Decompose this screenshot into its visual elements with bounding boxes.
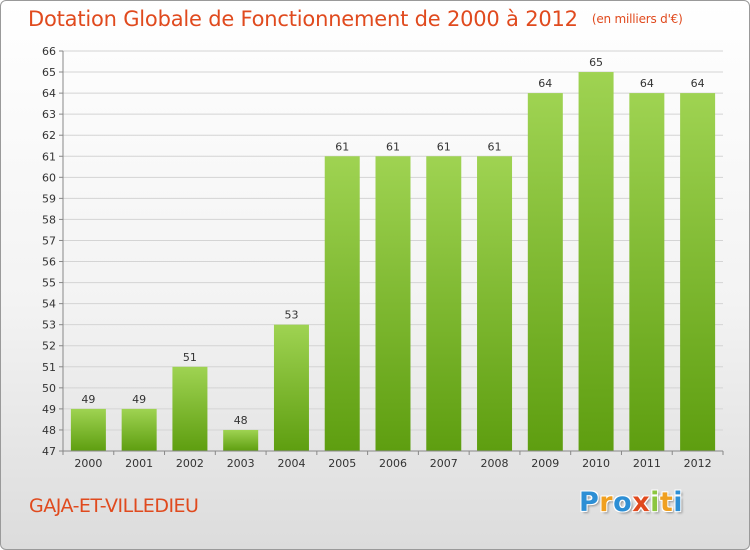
bar-value-label: 61 bbox=[335, 140, 349, 153]
x-tick-label: 2004 bbox=[277, 457, 305, 470]
bar-value-label: 61 bbox=[386, 140, 400, 153]
x-tick-label: 2011 bbox=[633, 457, 661, 470]
bars: 49 49 51 48 53 61 61 61 61 64 65 64 64 bbox=[70, 56, 716, 452]
bar bbox=[527, 93, 563, 452]
logo-letter: x bbox=[632, 487, 651, 518]
y-tick-label: 54 bbox=[42, 298, 56, 311]
x-tick-label: 2012 bbox=[684, 457, 712, 470]
commune-name: GAJA-ET-VILLEDIEU bbox=[29, 495, 199, 517]
x-tick-label: 2007 bbox=[430, 457, 458, 470]
y-tick-label: 60 bbox=[42, 171, 56, 184]
bar-value-label: 49 bbox=[81, 393, 95, 406]
y-tick-label: 47 bbox=[42, 445, 56, 458]
x-axis: 2000 2001 2002 2003 2004 2005 2006 2007 2008 2009… bbox=[62, 450, 724, 470]
y-tick-label: 66 bbox=[42, 45, 56, 58]
chart-unit: (en milliers d'€) bbox=[591, 12, 683, 26]
logo-letter: P bbox=[579, 487, 600, 518]
y-tick-label: 62 bbox=[42, 129, 56, 142]
bar-value-label: 64 bbox=[691, 77, 705, 90]
logo-letter: t bbox=[659, 487, 674, 518]
x-tick-label: 2003 bbox=[227, 457, 255, 470]
logo-letter: o bbox=[613, 487, 633, 518]
bar-value-label: 61 bbox=[437, 140, 451, 153]
y-tick-label: 65 bbox=[42, 66, 56, 79]
bar bbox=[426, 156, 462, 451]
y-axis: 47 48 49 50 51 52 53 54 55 56 57 58 59 60 61 62 63 64 65 66 bbox=[42, 45, 64, 458]
y-tick-label: 51 bbox=[42, 361, 56, 374]
logo-letter: r bbox=[599, 487, 614, 518]
bar-value-label: 49 bbox=[132, 393, 146, 406]
bar bbox=[477, 156, 513, 451]
y-tick-label: 53 bbox=[42, 319, 56, 332]
logo-letter: i bbox=[673, 487, 684, 518]
bar bbox=[223, 429, 259, 451]
y-tick-label: 58 bbox=[42, 213, 56, 226]
y-tick-label: 57 bbox=[42, 234, 56, 247]
y-tick-label: 63 bbox=[42, 108, 56, 121]
x-tick-label: 2005 bbox=[328, 457, 356, 470]
x-tick-label: 2009 bbox=[531, 457, 559, 470]
bar-value-label: 64 bbox=[538, 77, 552, 90]
x-tick-label: 2008 bbox=[481, 457, 509, 470]
bar-value-label: 51 bbox=[183, 351, 197, 364]
bar bbox=[629, 93, 665, 452]
x-tick-label: 2010 bbox=[582, 457, 610, 470]
bar-value-label: 53 bbox=[284, 309, 298, 322]
chart-title: Dotation Globale de Fonctionnement de 20… bbox=[28, 7, 683, 31]
bar bbox=[70, 408, 106, 451]
bar-value-label: 61 bbox=[488, 140, 502, 153]
y-tick-label: 49 bbox=[42, 403, 56, 416]
bar bbox=[578, 72, 614, 451]
x-tick-label: 2006 bbox=[379, 457, 407, 470]
y-tick-label: 64 bbox=[42, 87, 56, 100]
proxiti-logo[interactable]: Proxiti bbox=[579, 487, 683, 518]
y-tick-label: 56 bbox=[42, 256, 56, 269]
y-tick-label: 61 bbox=[42, 150, 56, 163]
y-tick-label: 50 bbox=[42, 382, 56, 395]
chart-title-text: Dotation Globale de Fonctionnement de 20… bbox=[28, 7, 578, 31]
x-tick-label: 2001 bbox=[125, 457, 153, 470]
bar bbox=[121, 408, 157, 451]
bar bbox=[324, 156, 360, 451]
x-tick-label: 2002 bbox=[176, 457, 204, 470]
x-tick-label: 2000 bbox=[74, 457, 102, 470]
logo-letter: i bbox=[650, 487, 660, 518]
y-tick-label: 48 bbox=[42, 424, 56, 437]
bar bbox=[375, 156, 411, 451]
bar bbox=[680, 93, 716, 452]
bar-value-label: 64 bbox=[640, 77, 654, 90]
bar-value-label: 48 bbox=[234, 414, 248, 427]
bar bbox=[172, 366, 208, 451]
y-tick-label: 59 bbox=[42, 192, 56, 205]
y-tick-label: 52 bbox=[42, 340, 56, 353]
bar bbox=[273, 324, 309, 451]
y-tick-label: 55 bbox=[42, 277, 56, 290]
bar-value-label: 65 bbox=[589, 56, 603, 69]
